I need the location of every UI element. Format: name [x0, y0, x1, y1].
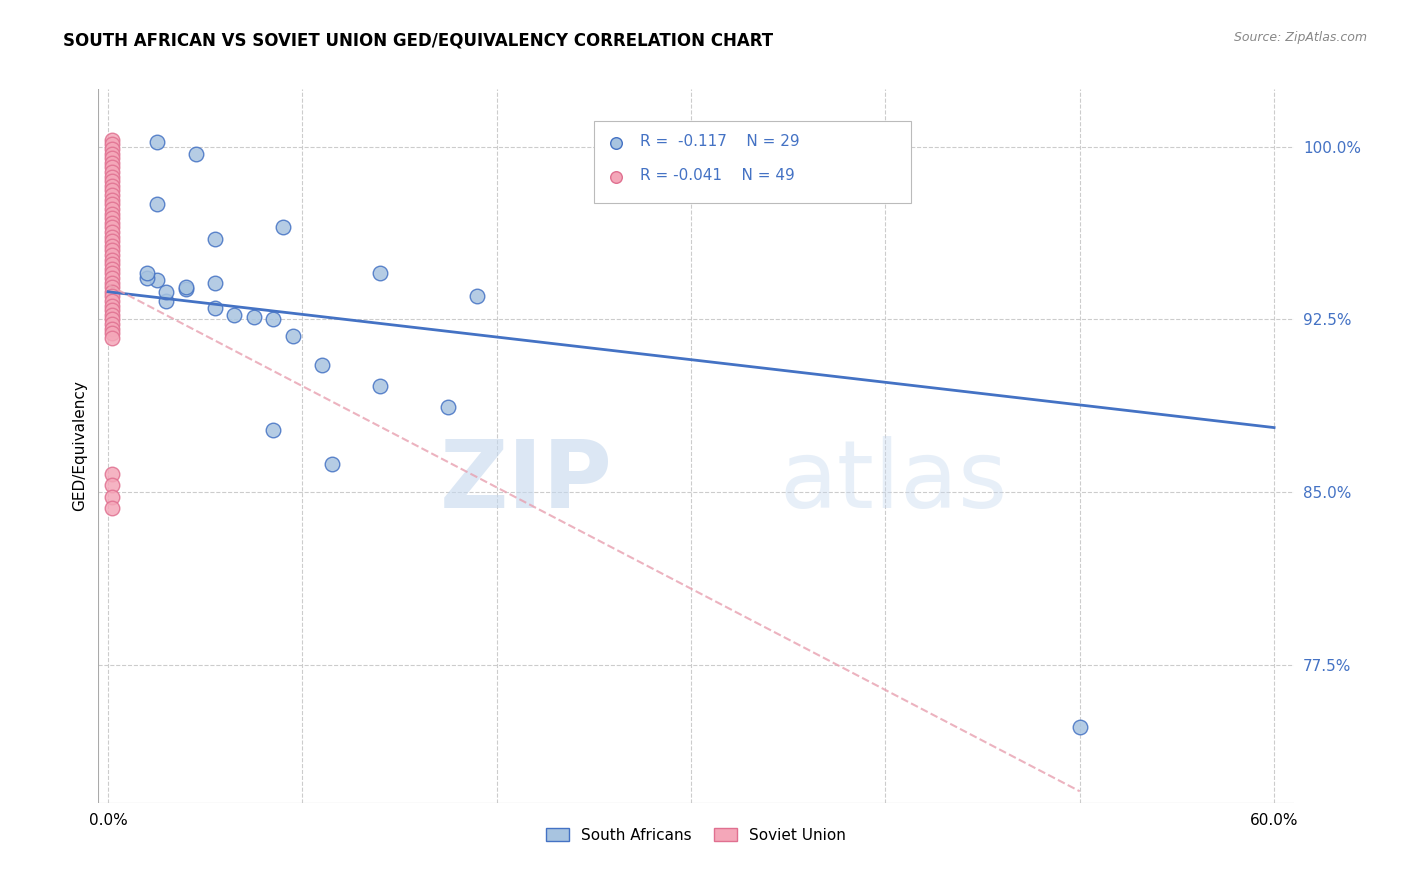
Point	[311, 359, 333, 373]
Point	[101, 193, 124, 207]
Point	[101, 285, 124, 299]
Point	[101, 211, 124, 226]
Text: Source: ZipAtlas.com: Source: ZipAtlas.com	[1233, 31, 1367, 45]
Point	[101, 234, 124, 248]
Point	[101, 299, 124, 313]
Point	[101, 261, 124, 276]
Point	[101, 289, 124, 303]
Point	[262, 312, 284, 326]
Point	[204, 276, 226, 290]
Point	[145, 135, 167, 149]
Point	[145, 197, 167, 211]
Point	[101, 229, 124, 244]
Point	[101, 280, 124, 294]
Point	[621, 133, 644, 147]
Point	[262, 423, 284, 437]
Point	[938, 312, 960, 326]
Text: R = -0.041    N = 49: R = -0.041 N = 49	[640, 168, 794, 183]
Point	[101, 184, 124, 198]
Point	[101, 169, 124, 184]
Point	[101, 271, 124, 285]
Point	[368, 379, 391, 393]
Point	[101, 303, 124, 318]
Point	[271, 220, 294, 235]
Point	[174, 280, 197, 294]
Point	[101, 133, 124, 147]
Point	[101, 501, 124, 516]
Point	[101, 220, 124, 235]
Point	[243, 310, 266, 324]
Text: ZIP: ZIP	[440, 435, 613, 528]
Point	[101, 490, 124, 504]
Point	[938, 423, 960, 437]
Point	[101, 137, 124, 152]
Point	[621, 142, 644, 156]
Point	[204, 232, 226, 246]
Point	[101, 202, 124, 216]
Point	[136, 266, 159, 280]
Text: atlas: atlas	[779, 435, 1008, 528]
Point	[101, 467, 124, 481]
Point	[204, 301, 226, 315]
Point	[281, 328, 304, 343]
Point	[101, 156, 124, 170]
FancyBboxPatch shape	[595, 121, 911, 203]
Y-axis label: GED/Equivalency: GED/Equivalency	[72, 381, 87, 511]
Point	[101, 178, 124, 193]
Point	[101, 225, 124, 239]
Point	[101, 248, 124, 262]
Point	[101, 216, 124, 230]
Point	[101, 312, 124, 326]
Point	[224, 308, 246, 322]
Point	[101, 142, 124, 156]
Point	[101, 252, 124, 267]
Point	[101, 317, 124, 331]
Point	[321, 458, 343, 472]
Text: SOUTH AFRICAN VS SOVIET UNION GED/EQUIVALENCY CORRELATION CHART: SOUTH AFRICAN VS SOVIET UNION GED/EQUIVA…	[63, 31, 773, 49]
Text: R =  -0.117    N = 29: R = -0.117 N = 29	[640, 134, 800, 149]
Legend: South Africans, Soviet Union: South Africans, Soviet Union	[540, 822, 852, 848]
Point	[174, 283, 197, 297]
Point	[101, 188, 124, 202]
Point	[368, 266, 391, 280]
Point	[101, 321, 124, 335]
Point	[1069, 720, 1091, 734]
Point	[467, 289, 489, 303]
Point	[101, 174, 124, 188]
Point	[145, 273, 167, 287]
Point	[101, 308, 124, 322]
Point	[101, 326, 124, 341]
Point	[101, 478, 124, 492]
Point	[101, 293, 124, 308]
Point	[155, 293, 177, 308]
Point	[101, 257, 124, 271]
Point	[101, 197, 124, 211]
Point	[101, 206, 124, 220]
Point	[101, 165, 124, 179]
Point	[101, 146, 124, 161]
Point	[101, 161, 124, 175]
Point	[101, 276, 124, 290]
Point	[155, 285, 177, 299]
Point	[101, 238, 124, 252]
Point	[101, 266, 124, 280]
Point	[437, 400, 460, 414]
Point	[101, 244, 124, 258]
Point	[778, 149, 800, 163]
Point	[101, 151, 124, 165]
Point	[184, 146, 207, 161]
Point	[136, 271, 159, 285]
Point	[101, 331, 124, 345]
